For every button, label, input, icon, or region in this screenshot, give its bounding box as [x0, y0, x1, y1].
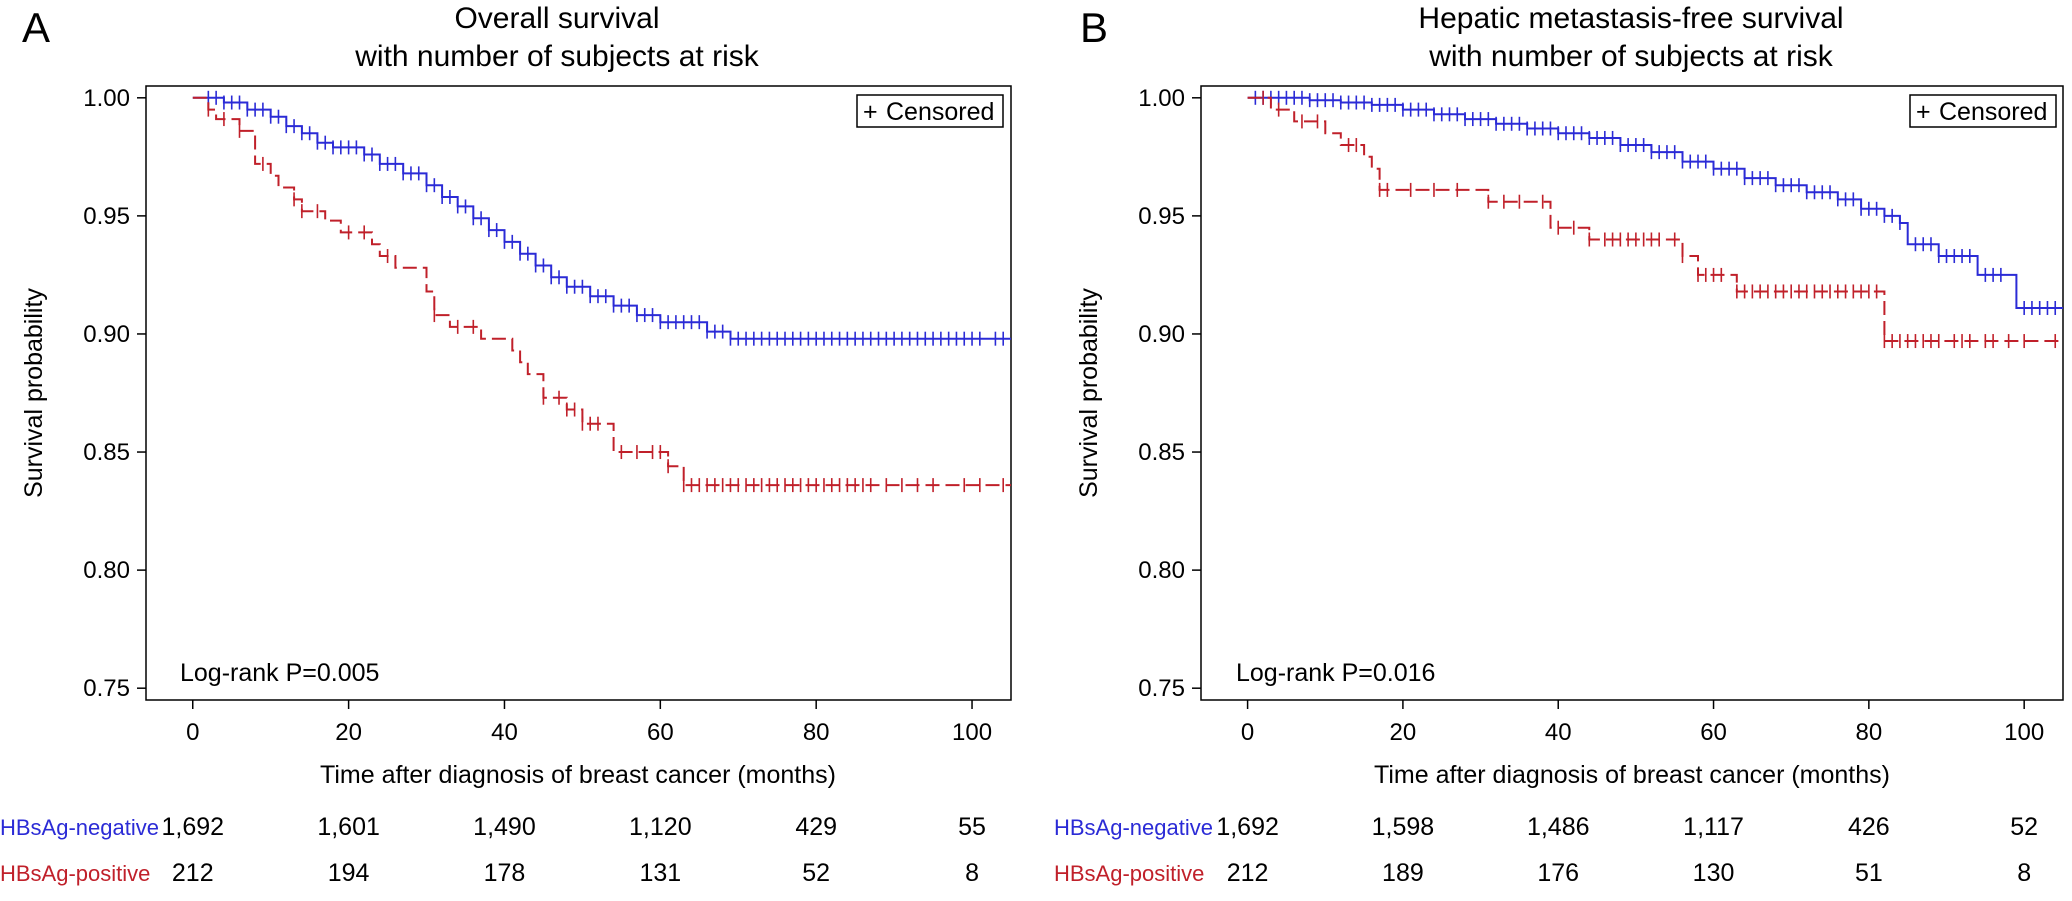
x-tick-label: 60	[647, 719, 674, 746]
legend: + Censored	[856, 94, 1004, 128]
y-tick-label: 0.95	[83, 203, 130, 230]
risk-count: 51	[1855, 859, 1883, 887]
survival-curve-hbsag-positive	[192, 96, 1011, 487]
y-axis-label: Survival probability	[1075, 288, 1103, 498]
chart-title-line-1: Overall survival	[454, 2, 659, 35]
x-tick-label: 80	[1856, 719, 1883, 746]
x-tick-label: 100	[952, 719, 992, 746]
legend-label: Censored	[1939, 98, 2047, 126]
y-tick-label: 0.95	[1138, 203, 1185, 230]
x-axis: 0 20 40 60 80 100	[186, 700, 992, 746]
risk-count: 8	[2017, 859, 2031, 887]
risk-count: 426	[1848, 813, 1890, 841]
panel-letter: B	[1080, 4, 1108, 51]
risk-table: HBsAg-negative 1,692 1,598 1,486 1,117 426 52 H…	[1054, 813, 2038, 887]
y-axis: 0.75 0.80 0.85 0.90 0.95 1.00	[83, 85, 146, 702]
risk-table: HBsAg-negative 1,692 1,601 1,490 1,120 429 55 H…	[0, 813, 986, 887]
chart-title-line-1: Hepatic metastasis-free survival	[1418, 2, 1843, 35]
y-tick-label: 1.00	[83, 85, 130, 112]
legend-label: Censored	[886, 98, 994, 126]
censored-marker-icon: +	[1916, 98, 1931, 126]
risk-row-label: HBsAg-negative	[0, 815, 159, 840]
risk-count: 429	[795, 813, 837, 841]
plot-frame	[145, 85, 1012, 701]
log-rank-annotation: Log-rank P=0.005	[180, 659, 379, 687]
y-tick-label: 1.00	[1138, 85, 1185, 112]
legend-box	[856, 94, 1004, 128]
x-tick-label: 80	[803, 719, 830, 746]
risk-count: 1,490	[473, 813, 536, 841]
x-tick-label: 40	[1545, 719, 1572, 746]
x-axis: 0 20 40 60 80 100	[1241, 700, 2044, 746]
y-tick-label: 0.75	[83, 675, 130, 702]
x-tick-label: 40	[491, 719, 518, 746]
survival-curve-hbsag-negative	[1247, 96, 2063, 309]
legend-box	[1909, 94, 2057, 128]
y-axis: 0.75 0.80 0.85 0.90 0.95 1.00	[1138, 85, 1201, 702]
risk-count: 52	[802, 859, 830, 887]
y-tick-label: 0.90	[83, 321, 130, 348]
risk-count: 1,692	[161, 813, 224, 841]
risk-count: 1,692	[1216, 813, 1279, 841]
risk-count: 212	[172, 859, 214, 887]
y-tick-label: 0.75	[1138, 675, 1185, 702]
x-tick-label: 0	[186, 719, 199, 746]
risk-count: 178	[484, 859, 526, 887]
risk-count: 1,120	[629, 813, 692, 841]
chart-title-line-2: with number of subjects at risk	[354, 40, 759, 73]
panel-letter: A	[22, 4, 50, 51]
risk-count: 1,117	[1683, 813, 1744, 841]
survival-curve-hbsag-negative	[192, 96, 1011, 340]
y-axis-label: Survival probability	[20, 288, 48, 498]
risk-count: 194	[328, 859, 370, 887]
y-tick-label: 0.80	[1138, 557, 1185, 584]
x-tick-label: 60	[1700, 719, 1727, 746]
survival-curve-hbsag-positive	[1247, 96, 2063, 342]
panel-a: A Overall survival with number of subjec…	[0, 2, 1012, 887]
x-axis-label: Time after diagnosis of breast cancer (m…	[320, 761, 836, 789]
x-tick-label: 0	[1241, 719, 1254, 746]
risk-count: 176	[1537, 859, 1579, 887]
curves	[192, 90, 1011, 493]
risk-row-label: HBsAg-positive	[1054, 861, 1204, 886]
y-tick-label: 0.85	[83, 439, 130, 466]
risk-count: 52	[2010, 813, 2038, 841]
x-tick-label: 100	[2004, 719, 2044, 746]
y-tick-label: 0.90	[1138, 321, 1185, 348]
plot-frame	[1200, 85, 2064, 701]
x-axis-label: Time after diagnosis of breast cancer (m…	[1374, 761, 1890, 789]
chart-title-line-2: with number of subjects at risk	[1428, 40, 1833, 73]
y-tick-label: 0.85	[1138, 439, 1185, 466]
log-rank-annotation: Log-rank P=0.016	[1236, 659, 1435, 687]
risk-count: 131	[639, 859, 681, 887]
x-tick-label: 20	[1390, 719, 1417, 746]
risk-count: 55	[958, 813, 986, 841]
censored-marker-icon: +	[863, 98, 878, 126]
x-tick-label: 20	[335, 719, 362, 746]
risk-count: 130	[1693, 859, 1735, 887]
risk-row-label: HBsAg-negative	[1054, 815, 1213, 840]
risk-count: 189	[1382, 859, 1424, 887]
risk-count: 1,486	[1527, 813, 1590, 841]
risk-count: 8	[965, 859, 979, 887]
curves	[1247, 90, 2063, 349]
y-tick-label: 0.80	[83, 557, 130, 584]
legend: + Censored	[1909, 94, 2057, 128]
risk-count: 1,601	[317, 813, 380, 841]
panel-b: B Hepatic metastasis-free survival with …	[1054, 2, 2064, 887]
risk-row-label: HBsAg-positive	[0, 861, 150, 886]
risk-count: 212	[1227, 859, 1269, 887]
risk-count: 1,598	[1372, 813, 1435, 841]
